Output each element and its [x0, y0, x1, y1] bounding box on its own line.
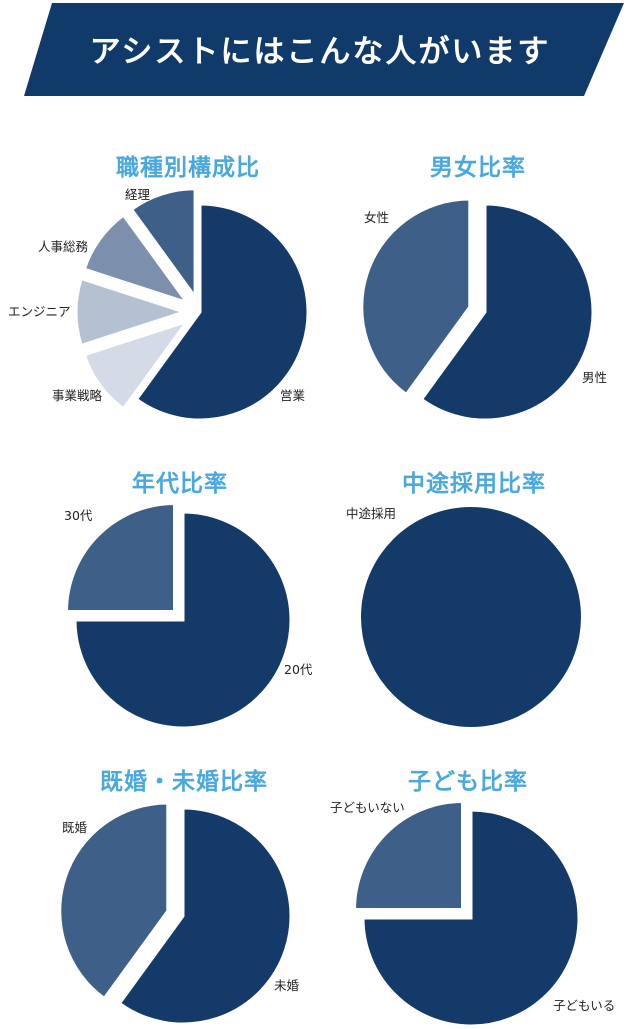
pie-slice-1-5	[129, 187, 197, 302]
slice-label-2-1: 男性	[582, 370, 607, 385]
slice-label-1-4: 人事総務	[38, 239, 89, 254]
pie-slice-1-1	[134, 202, 310, 422]
slice-label-1-1: 営業	[280, 388, 306, 403]
chart-title-job: 職種別構成比	[116, 155, 260, 181]
chart-title-midcareer: 中途採用比率	[402, 471, 546, 497]
pie-slice-3-2	[65, 502, 177, 614]
slice-label-2-2: 女性	[364, 210, 389, 225]
pie-slice-5-2	[58, 801, 170, 1001]
pie-slice-2-2	[360, 197, 472, 397]
header-banner	[24, 3, 624, 96]
slice-label-6-2: 子どもいない	[330, 800, 405, 815]
pie-slice-3-1	[73, 510, 293, 730]
pie-slice-1-4	[82, 213, 191, 306]
header-banner-shape	[24, 3, 624, 96]
slice-label-1-5: 経理	[125, 187, 151, 202]
pie-slice-1-2	[82, 318, 191, 411]
pie-slice-5-1	[117, 806, 293, 1026]
slice-label-6-1: 子どもいる	[553, 998, 615, 1013]
chart-title-gender: 男女比率	[430, 155, 526, 181]
page-title: アシストにはこんな人がいます	[89, 34, 551, 70]
chart-title-age: 年代比率	[132, 471, 228, 497]
pie-slice-6-2	[353, 800, 465, 912]
slice-label-4-1: 中途採用	[346, 506, 396, 521]
pie-slice-2-1	[419, 202, 595, 422]
slice-label-5-1: 未婚	[274, 978, 300, 993]
slice-label-3-2: 30代	[64, 508, 93, 523]
slice-label-1-2: 事業戦略	[52, 388, 103, 403]
pie-slice-4-1	[361, 507, 581, 727]
pie-slice-1-3	[74, 276, 189, 348]
chart-title-marital: 既婚・未婚比率	[100, 769, 268, 795]
slice-label-1-3: エンジニア	[8, 304, 71, 319]
pie-slice-6-1	[361, 808, 581, 1028]
chart-title-children: 子ども比率	[408, 769, 528, 795]
slice-label-5-2: 既婚	[62, 820, 88, 835]
slice-label-3-1: 20代	[284, 662, 313, 677]
